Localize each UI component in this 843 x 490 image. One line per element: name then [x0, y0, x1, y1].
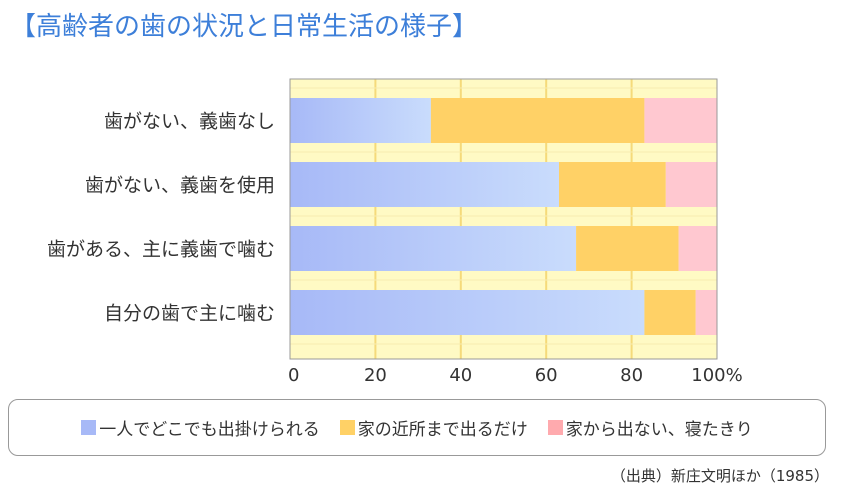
- bar-1-series-1: [290, 98, 431, 143]
- legend-item-series-1: 一人でどこでも出掛けられる: [81, 415, 320, 440]
- plot-border: [289, 78, 718, 360]
- bar-1-series-3: [644, 98, 717, 143]
- legend-swatch-series-1: [81, 420, 97, 435]
- chart-title: 【高齢者の歯の状況と日常生活の様子】: [10, 12, 479, 42]
- category-label-3: 歯がある、主に義歯で噛む: [47, 239, 275, 261]
- bar-4-series-2: [644, 290, 696, 335]
- x-tick-label-3: 60: [535, 365, 558, 386]
- legend-label-series-3: 家から出ない、寝たきり: [565, 420, 753, 440]
- bar-4-series-3: [695, 290, 717, 335]
- bar-1-series-2: [430, 98, 645, 143]
- bar-3-series-2: [576, 226, 679, 271]
- category-label-2: 歯がない、義歯を使用: [85, 175, 275, 197]
- legend-item-series-2: 家の近所まで出るだけ: [339, 415, 528, 440]
- x-tick-label-2: 40: [449, 365, 472, 386]
- legend-item-series-3: 家から出ない、寝たきり: [547, 415, 753, 440]
- x-tick-label-0: 0: [288, 365, 299, 386]
- bars: [290, 98, 717, 335]
- bar-2-series-2: [559, 162, 666, 207]
- bar-2-series-1: [290, 162, 560, 207]
- bar-3-series-1: [290, 226, 577, 271]
- legend-label-series-1: 一人でどこでも出掛けられる: [99, 420, 320, 440]
- legend-swatch-series-3: [547, 420, 563, 435]
- category-label-4: 自分の歯で主に噛む: [104, 303, 275, 325]
- x-tick-label-4: 80: [620, 365, 643, 386]
- bar-4-series-1: [290, 290, 645, 335]
- source-note: （出典）新庄文明ほか（1985）: [610, 467, 829, 485]
- stacked-bar-chart: 歯がない、義歯なし歯がない、義歯を使用歯がある、主に義歯で噛む自分の歯で主に噛む…: [47, 78, 743, 386]
- category-label-1: 歯がない、義歯なし: [104, 111, 275, 133]
- legend-swatch-series-2: [339, 420, 355, 435]
- x-axis-tick-labels: 0 20 40 60 80 100%: [288, 365, 743, 386]
- background-stripes: [290, 87, 717, 345]
- bar-2-series-3: [665, 162, 717, 207]
- bar-3-series-3: [678, 226, 717, 271]
- x-tick-label-5: 100%: [691, 365, 742, 386]
- legend-label-series-2: 家の近所まで出るだけ: [357, 420, 528, 440]
- x-tick-label-1: 20: [364, 365, 387, 386]
- legend: 一人でどこでも出掛けられる 家の近所まで出るだけ 家から出ない、寝たきり: [8, 399, 826, 456]
